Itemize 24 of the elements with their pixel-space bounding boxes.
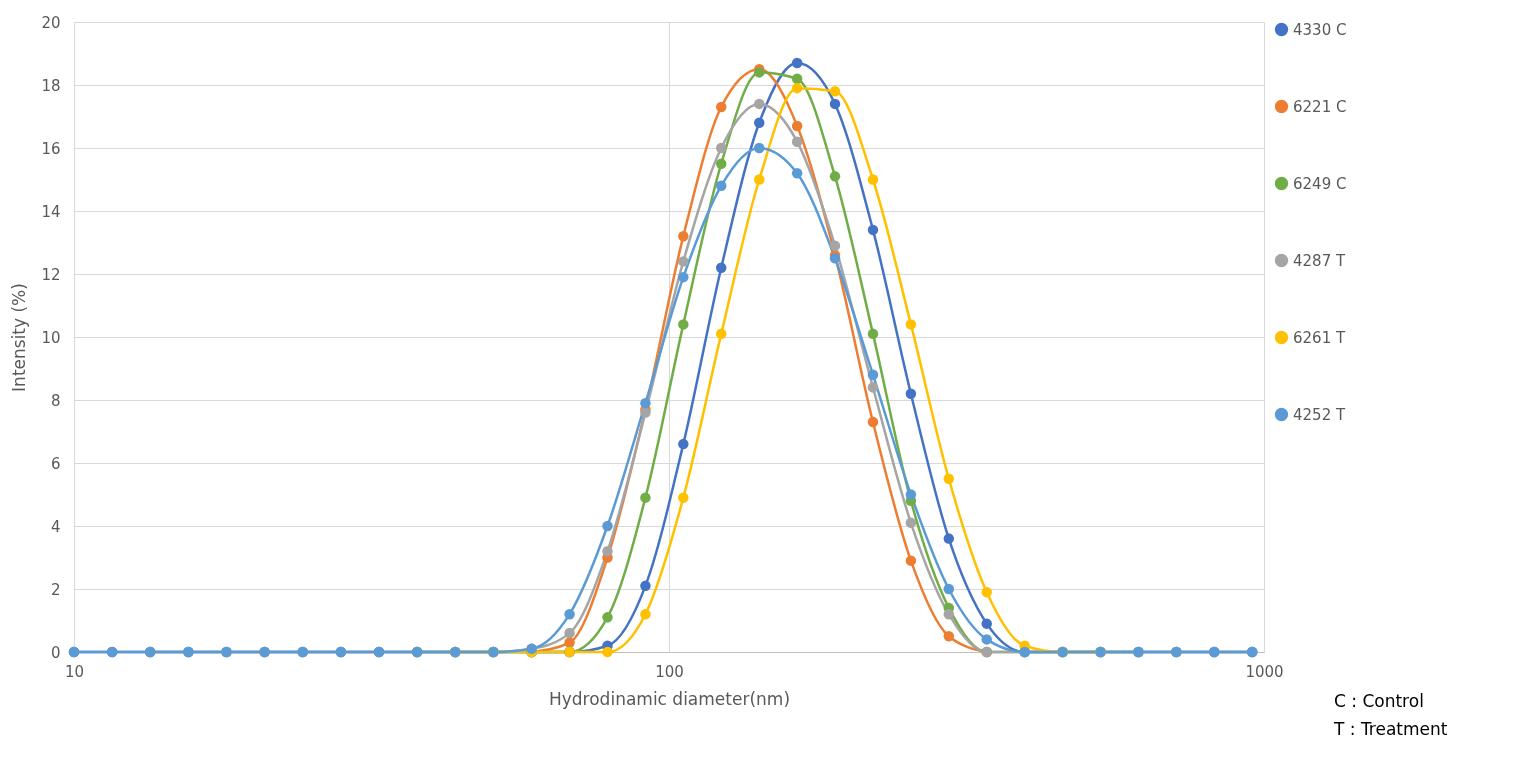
y-tick-label: 0 — [50, 643, 61, 662]
y-tick-label: 18 — [41, 76, 61, 95]
x-axis-title: Hydrodinamic diameter(nm) — [548, 688, 791, 709]
legend-label: 4330 C — [1293, 20, 1347, 39]
x-tick-label: 1000 — [1245, 662, 1284, 681]
text: C : Control — [1334, 691, 1424, 711]
y-tick-label: 4 — [50, 517, 61, 536]
y-tick-label: 20 — [41, 13, 61, 32]
legend-label: 6249 C — [1293, 174, 1347, 193]
legend-label: 6221 C — [1293, 97, 1347, 116]
y-axis-title: Intensity (%) — [9, 283, 30, 392]
y-tick-label: 10 — [41, 328, 61, 347]
y-tick-label: 6 — [50, 454, 61, 473]
legend-label: 4287 T — [1293, 251, 1346, 270]
x-tick-label: 10 — [64, 662, 85, 681]
y-tick-label: 12 — [41, 265, 61, 284]
x-tick-label: 100 — [655, 662, 684, 681]
legend-label: 6261 T — [1293, 328, 1346, 347]
y-tick-label: 2 — [50, 580, 61, 599]
legend-label: 4252 T — [1293, 405, 1346, 424]
text: T : Treatment — [1333, 719, 1448, 739]
y-tick-label: 16 — [41, 139, 61, 158]
y-tick-label: 8 — [50, 391, 61, 410]
y-tick-label: 14 — [41, 202, 61, 221]
